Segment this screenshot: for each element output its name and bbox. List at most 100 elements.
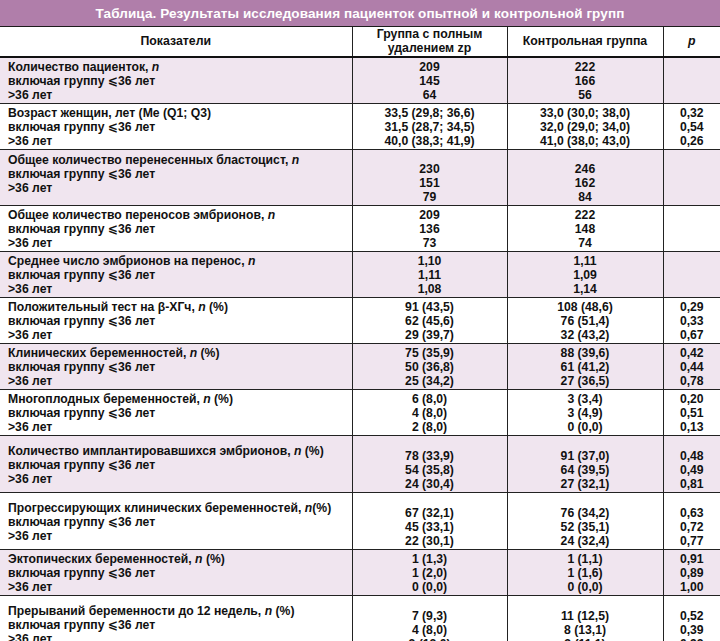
cell-line: 230 bbox=[355, 162, 505, 176]
col-header-p-value: p bbox=[663, 27, 720, 57]
cell-line: 1,09 bbox=[510, 268, 661, 282]
p-value-cell: 0,320,540,26 bbox=[663, 104, 720, 150]
col-header-control-group: Контрольная группа bbox=[507, 27, 663, 57]
cell-line: 0,89 bbox=[666, 566, 719, 580]
cell-line: 31,5 (28,7; 34,5) bbox=[355, 120, 505, 134]
cell-line: 222 bbox=[510, 208, 661, 222]
cell-line: 0,20 bbox=[666, 392, 719, 406]
cell-line: 0,39 bbox=[666, 623, 719, 637]
cell-line: 27 (36,5) bbox=[510, 374, 661, 388]
cell-line: 0,48 bbox=[666, 449, 719, 463]
cell-line: >36 лет bbox=[8, 420, 348, 434]
cell-line: 91 (43,5) bbox=[355, 300, 505, 314]
control-group-value-cell: 33,0 (30,0; 38,0)32,0 (29,0; 34,0)41,0 (… bbox=[507, 104, 663, 150]
p-value-cell: 0,520,390,92 bbox=[663, 596, 720, 641]
cell-line: 145 bbox=[355, 74, 505, 88]
cell-line: 84 bbox=[510, 190, 661, 204]
cell-line: 1 (2,0) bbox=[355, 566, 505, 580]
cell-line: 41,0 (38,0; 43,0) bbox=[510, 134, 661, 148]
cell-line bbox=[666, 74, 719, 88]
cell-line: 0,92 bbox=[666, 637, 719, 641]
cell-line: >36 лет bbox=[8, 88, 348, 102]
exp-group-value-cell: 20914564 bbox=[352, 57, 507, 104]
cell-line: Прерываний беременности до 12 недель, n … bbox=[8, 604, 348, 618]
cell-line: Эктопических беременностей, n (%) bbox=[8, 552, 348, 566]
cell-line bbox=[666, 190, 719, 204]
cell-line: 1,11 bbox=[510, 254, 661, 268]
cell-line: 27 (32,1) bbox=[510, 477, 661, 491]
col-header-indicators: Показатели bbox=[0, 27, 352, 57]
cell-line: 64 (39,5) bbox=[510, 463, 661, 477]
cell-line: Многоплодных беременностей, n (%) bbox=[8, 392, 348, 406]
cell-line: 0 (0,0) bbox=[355, 580, 505, 594]
table-title-bar: Таблица. Результаты исследования пациент… bbox=[0, 0, 720, 27]
indicator-label-cell: Количество пациенток, nвключая группу ⩽3… bbox=[0, 57, 352, 104]
cell-line: Общее количество переносов эмбрионов, n bbox=[8, 208, 348, 222]
exp-group-value-cell: 23015179 bbox=[352, 150, 507, 206]
cell-line: Возраст женщин, лет (Ме (Q1; Q3) bbox=[8, 106, 348, 120]
p-value-cell: 0,290,330,67 bbox=[663, 298, 720, 344]
cell-line: 33,5 (29,8; 36,6) bbox=[355, 106, 505, 120]
indicator-label-cell: Возраст женщин, лет (Ме (Q1; Q3)включая … bbox=[0, 104, 352, 150]
cell-line: включая группу ⩽36 лет bbox=[8, 458, 348, 472]
table-row-group: Прогрессирующих клинических беременносте… bbox=[0, 493, 720, 550]
cell-line: 0,26 bbox=[666, 134, 719, 148]
cell-line: включая группу ⩽36 лет bbox=[8, 120, 348, 134]
cell-line: включая группу ⩽36 лет bbox=[8, 618, 348, 632]
cell-line: 0,33 bbox=[666, 314, 719, 328]
cell-line: 0,78 bbox=[666, 374, 719, 388]
cell-line: 0,52 bbox=[666, 609, 719, 623]
table-header: Показатели Группа с полным удалением zp … bbox=[0, 27, 720, 57]
cell-line: 222 bbox=[510, 60, 661, 74]
exp-group-value-cell: 75 (35,9)50 (36,8)25 (34,2) bbox=[352, 344, 507, 390]
cell-line: 32 (43,2) bbox=[510, 328, 661, 342]
control-group-value-cell: 1 (1,1)1 (1,6)0 (0,0) bbox=[507, 550, 663, 596]
cell-line: 52 (35,1) bbox=[510, 520, 661, 534]
indicator-label-cell: Прерываний беременности до 12 недель, n … bbox=[0, 596, 352, 641]
p-value-cell: 0,200,510,13 bbox=[663, 390, 720, 436]
cell-line: 166 bbox=[510, 74, 661, 88]
cell-line: 6 (8,0) bbox=[355, 392, 505, 406]
cell-line: 0,51 bbox=[666, 406, 719, 420]
cell-line: >36 лет bbox=[8, 236, 348, 250]
exp-group-value-cell: 67 (32,1)45 (33,1)22 (30,1) bbox=[352, 493, 507, 550]
cell-line: 136 bbox=[355, 222, 505, 236]
indicator-label-cell: Общее количество переносов эмбрионов, nв… bbox=[0, 206, 352, 252]
cell-line: 76 (34,2) bbox=[510, 506, 661, 520]
table-row-group: Возраст женщин, лет (Ме (Q1; Q3)включая … bbox=[0, 104, 720, 150]
cell-line: 56 bbox=[510, 88, 661, 102]
cell-line: 1 (1,6) bbox=[510, 566, 661, 580]
results-table: Показатели Группа с полным удалением zp … bbox=[0, 27, 720, 641]
p-value-cell: 0,420,440,78 bbox=[663, 344, 720, 390]
control-group-value-cell: 24616284 bbox=[507, 150, 663, 206]
cell-line: включая группу ⩽36 лет bbox=[8, 314, 348, 328]
cell-line: 0,44 bbox=[666, 360, 719, 374]
cell-line: 40,0 (38,3; 41,9) bbox=[355, 134, 505, 148]
cell-line bbox=[666, 176, 719, 190]
indicator-label-cell: Эктопических беременностей, n (%)включая… bbox=[0, 550, 352, 596]
cell-line: 0,29 bbox=[666, 300, 719, 314]
p-value-cell: 0,630,720,77 bbox=[663, 493, 720, 550]
cell-line: 3 (3,4) bbox=[510, 392, 661, 406]
cell-line bbox=[666, 88, 719, 102]
cell-line: 0,32 bbox=[666, 106, 719, 120]
cell-line: 25 (34,2) bbox=[355, 374, 505, 388]
cell-line: 79 bbox=[355, 190, 505, 204]
cell-line: 74 bbox=[510, 236, 661, 250]
cell-line: 29 (39,7) bbox=[355, 328, 505, 342]
exp-group-value-cell: 33,5 (29,8; 36,6)31,5 (28,7; 34,5)40,0 (… bbox=[352, 104, 507, 150]
table-body: Количество пациенток, nвключая группу ⩽3… bbox=[0, 57, 720, 641]
cell-line bbox=[666, 162, 719, 176]
cell-line: >36 лет bbox=[8, 529, 348, 543]
cell-line: >36 лет bbox=[8, 580, 348, 594]
p-value-cell bbox=[663, 252, 720, 298]
indicator-label-cell: Прогрессирующих клинических беременносте… bbox=[0, 493, 352, 550]
cell-line: 0,77 bbox=[666, 534, 719, 548]
control-group-value-cell: 76 (34,2)52 (35,1)24 (32,4) bbox=[507, 493, 663, 550]
cell-line bbox=[666, 282, 719, 296]
cell-line: 4 (8,0) bbox=[355, 406, 505, 420]
exp-group-value-cell: 1,101,111,08 bbox=[352, 252, 507, 298]
cell-line: 0,81 bbox=[666, 477, 719, 491]
cell-line: 33,0 (30,0; 38,0) bbox=[510, 106, 661, 120]
indicator-label-cell: Количество имплантировавшихся эмбрионов,… bbox=[0, 436, 352, 493]
